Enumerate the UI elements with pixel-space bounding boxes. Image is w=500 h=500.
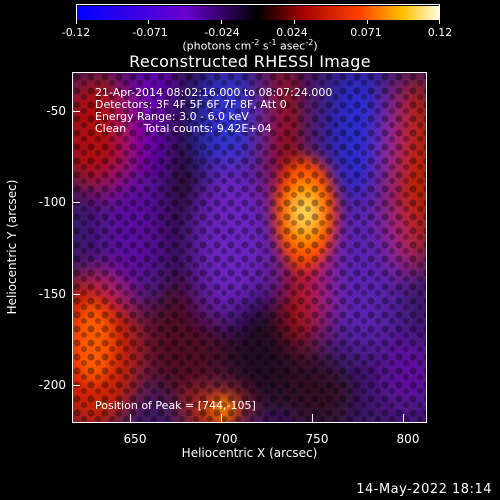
x-tickmark [403,414,404,422]
x-tickmark [130,414,131,422]
heatmap-image [73,73,426,422]
info-time: 21-Apr-2014 08:02:16.000 to 08:07:24.000 [95,86,333,99]
colorbar-tickmark [439,20,440,24]
plot-title: Reconstructed RHESSI Image [129,52,371,71]
x-axis-label: Heliocentric X (arcsec) [181,446,318,460]
y-tickmark [72,111,80,112]
colorbar-tickmark [221,20,222,24]
x-tick-label: 750 [305,432,329,446]
colorbar-tick-label: 0.12 [427,26,453,39]
colorbar-tick-label: -0.024 [204,26,240,39]
colorbar-units: (photons cm-2 s-1 asec-2) [182,38,318,53]
x-tick-label: 650 [123,432,147,446]
y-tick-label: -50 [46,104,66,118]
y-tick-label: -150 [38,287,66,301]
colorbar-tick-label: -0.12 [61,26,91,39]
colorbar-tickmark [148,20,149,24]
colorbar-tick-label: -0.071 [132,26,168,39]
info-clean: Clean Total counts: 9.42E+04 [95,122,272,135]
image-plot[interactable]: 21-Apr-2014 08:02:16.000 to 08:07:24.000… [72,72,427,423]
peak-position-label: Position of Peak = [744,-105] [95,399,256,412]
colorbar [76,4,440,20]
colorbar-tickmark [76,20,77,24]
y-tickmark [72,202,80,203]
x-tickmark [221,414,222,422]
footer-timestamp: 14-May-2022 18:14 [356,482,492,497]
x-tick-label: 800 [396,432,420,446]
y-tickmark [72,385,80,386]
y-tick-label: -100 [38,195,66,209]
y-tick-label: -200 [38,378,66,392]
info-detectors: Detectors: 3F 4F 5F 6F 7F 8F, Att 0 [95,98,287,111]
colorbar-tick-label: 0.071 [350,26,382,39]
info-energy: Energy Range: 3.0 - 6.0 keV [95,110,249,123]
x-tick-label: 700 [214,432,238,446]
colorbar-gradient [77,6,439,20]
colorbar-tickmark [367,20,368,24]
colorbar-tickmark [294,20,295,24]
colorbar-tick-label: 0.024 [276,26,308,39]
y-axis-label: Heliocentric Y (arcsec) [5,179,19,315]
y-tickmark [72,294,80,295]
x-tickmark [312,414,313,422]
